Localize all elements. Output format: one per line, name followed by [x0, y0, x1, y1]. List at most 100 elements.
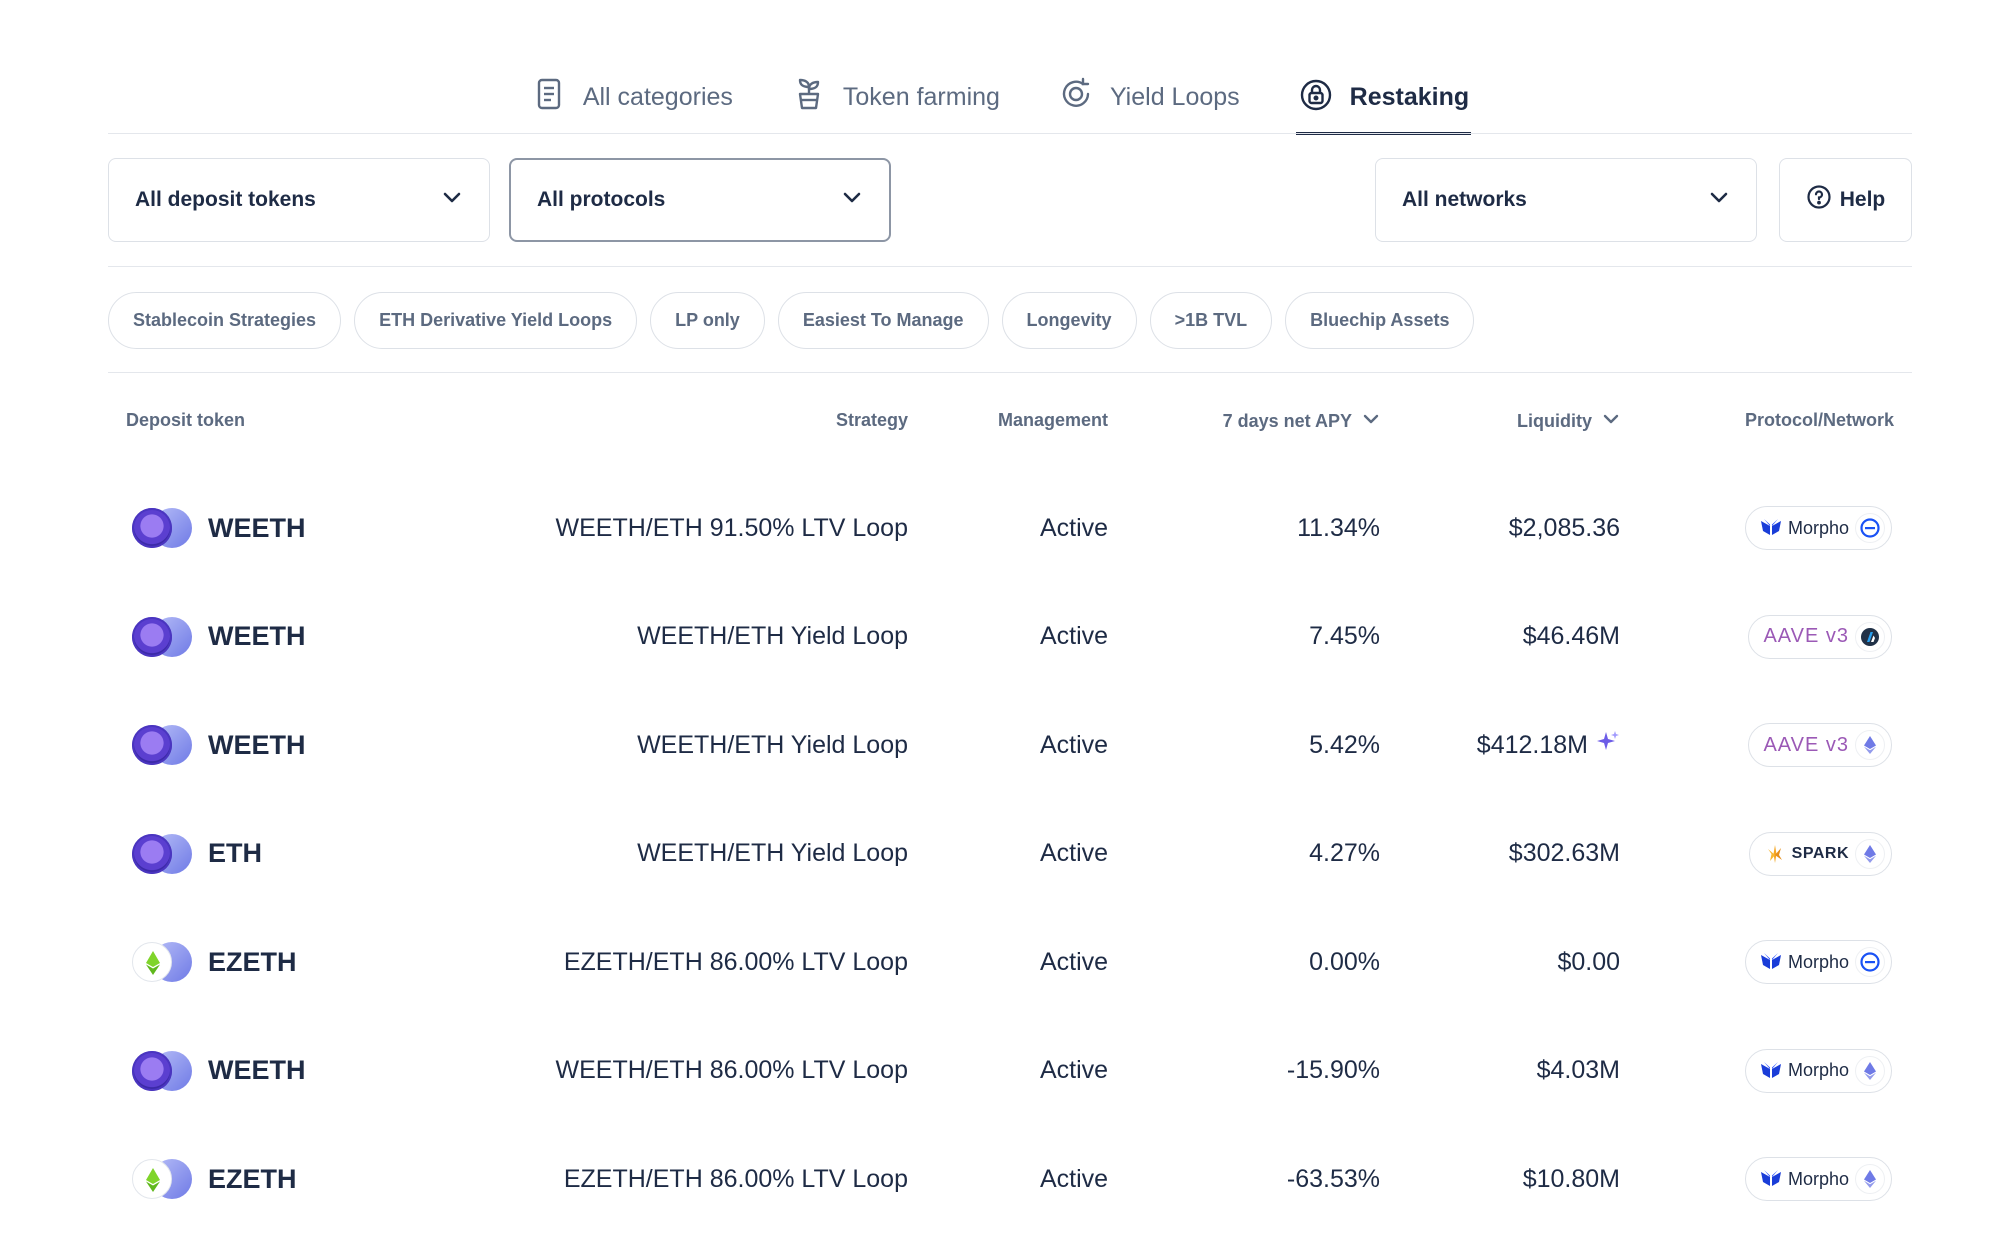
liquidity-value: $0.00 [1557, 908, 1620, 1016]
tab-label: Yield Loops [1109, 82, 1240, 111]
table-row[interactable]: WEETH WEETH/ETH Yield Loop Active 5.42% … [108, 691, 1912, 799]
filters-divider [108, 266, 1912, 267]
document-list-icon [531, 76, 567, 119]
select-value: All protocols [537, 188, 666, 211]
col-liquidity-sort[interactable]: Liquidity [1517, 410, 1620, 433]
table-row[interactable]: EZETH EZETH/ETH 86.00% LTV Loop Active 0… [108, 908, 1912, 1016]
table-row[interactable]: WEETH WEETH/ETH Yield Loop Active 7.45% … [108, 583, 1912, 691]
deposit-token-name: EZETH [208, 946, 297, 977]
protocol-name: AAVE v3 [1763, 733, 1849, 756]
liquidity-value: $412.18M [1477, 691, 1620, 799]
liquidity-amount: $0.00 [1557, 947, 1620, 976]
management-status: Active [1040, 1056, 1109, 1084]
help-label: Help [1839, 188, 1886, 211]
strategy-name: EZETH/ETH 86.00% LTV Loop [563, 947, 908, 976]
chevron-down-icon [441, 186, 463, 214]
spark-logo-icon [1764, 843, 1786, 865]
protocol-name: Morpho [1787, 1168, 1849, 1189]
morpho-logo-icon [1760, 517, 1782, 539]
protocol-name: AAVE v3 [1763, 625, 1849, 647]
liquidity-amount: $10.80M [1522, 1164, 1620, 1193]
apy-value: 7.45% [1309, 622, 1380, 650]
chip-lp-only[interactable]: LP only [650, 292, 765, 349]
sparkle-icon [1596, 730, 1620, 761]
token-pair-icons [132, 833, 192, 874]
token-pair-icons [132, 1159, 192, 1199]
management-status: Active [1040, 947, 1109, 976]
protocols-select[interactable]: All protocols [509, 158, 891, 242]
select-value: All deposit tokens [135, 188, 316, 211]
table-row[interactable]: ETH WEETH/ETH Yield Loop Active 4.27% $3… [108, 800, 1912, 908]
ezeth-token-icon [132, 1159, 172, 1199]
weeth-token-icon [132, 833, 172, 874]
tab-yield-loops[interactable]: Yield Loops [1056, 60, 1242, 134]
protocol-name: Morpho [1787, 517, 1849, 538]
category-tabs: All categories Token farming Yield Loops… [0, 60, 2000, 135]
tab-restaking[interactable]: Restaking [1295, 60, 1472, 135]
deposit-token-name: WEETH [208, 621, 306, 651]
question-circle-icon [1806, 184, 1832, 216]
col-management: Management [997, 410, 1108, 430]
chips-divider [108, 372, 1912, 373]
management-status: Active [1040, 730, 1109, 759]
protocol-network-badge[interactable]: Morpho [1744, 940, 1892, 984]
table-row[interactable]: EZETH EZETH/ETH 86.00% LTV Loop Active -… [108, 1125, 1912, 1233]
ethereum-network-icon [1855, 730, 1885, 760]
weeth-token-icon [132, 508, 172, 548]
table-row[interactable]: WEETH WEETH/ETH 86.00% LTV Loop Active -… [108, 1017, 1912, 1125]
morpho-logo-icon [1760, 1060, 1782, 1082]
chip-eth-derivative-yield-loops[interactable]: ETH Derivative Yield Loops [354, 292, 638, 349]
token-pair-icons [132, 616, 192, 657]
table-header: Deposit token Strategy Management 7 days… [108, 410, 1912, 440]
protocol-network-badge[interactable]: AAVE v3 [1748, 723, 1892, 767]
morpho-logo-icon [1760, 1168, 1782, 1190]
deposit-tokens-select[interactable]: All deposit tokens [108, 158, 490, 242]
ethereum-network-icon [1855, 1055, 1885, 1086]
protocol-network-badge[interactable]: SPARK [1748, 831, 1892, 876]
lock-circle-icon [1298, 76, 1334, 119]
base-network-icon [1855, 947, 1885, 977]
col-deposit-token: Deposit token [126, 410, 246, 430]
tab-all-categories[interactable]: All categories [529, 60, 735, 134]
protocol-name: Morpho [1787, 1060, 1849, 1080]
deposit-token-name: WEETH [208, 729, 306, 760]
liquidity-amount: $4.03M [1536, 1056, 1620, 1084]
table-row[interactable]: WEETH WEETH/ETH 91.50% LTV Loop Active 1… [108, 474, 1912, 582]
apy-value: 0.00% [1309, 947, 1380, 976]
col-apy-sort[interactable]: 7 days net APY [1223, 410, 1380, 433]
deposit-token-name: EZETH [208, 1163, 297, 1194]
apy-value: -15.90% [1286, 1056, 1380, 1084]
chip-1b-tvl[interactable]: >1B TVL [1149, 292, 1273, 349]
strategy-name: WEETH/ETH Yield Loop [637, 839, 908, 867]
protocol-network-badge[interactable]: Morpho [1744, 506, 1892, 550]
strategy-name: WEETH/ETH Yield Loop [637, 730, 908, 759]
tabs-divider [108, 133, 1912, 134]
ethereum-network-icon [1855, 838, 1885, 869]
chip-stablecoin-strategies[interactable]: Stablecoin Strategies [108, 292, 342, 349]
networks-select[interactable]: All networks [1375, 158, 1757, 242]
apy-value: 11.34% [1297, 513, 1380, 542]
chip-bluechip-assets[interactable]: Bluechip Assets [1285, 292, 1475, 349]
strategy-name: EZETH/ETH 86.00% LTV Loop [563, 1164, 908, 1193]
tab-token-farming[interactable]: Token farming [789, 60, 1002, 134]
protocol-network-badge[interactable]: AAVE v3 [1748, 614, 1892, 659]
chip-easiest-to-manage[interactable]: Easiest To Manage [777, 292, 989, 349]
help-button[interactable]: Help [1779, 158, 1912, 242]
apy-value: 4.27% [1309, 839, 1380, 867]
chip-longevity[interactable]: Longevity [1001, 292, 1137, 349]
liquidity-amount: $2,085.36 [1508, 513, 1620, 542]
chevron-down-icon [1708, 186, 1730, 214]
quick-filter-chips: Stablecoin Strategies ETH Derivative Yie… [108, 292, 1475, 349]
sprout-plant-icon [791, 76, 827, 119]
col-strategy: Strategy [835, 410, 908, 430]
token-pair-icons [132, 1050, 192, 1091]
token-pair-icons [132, 942, 192, 982]
chevron-down-icon [1602, 410, 1620, 433]
morpho-logo-icon [1760, 951, 1782, 973]
protocol-network-badge[interactable]: Morpho [1744, 1048, 1892, 1093]
deposit-token-name: WEETH [208, 1055, 306, 1085]
protocol-name: SPARK [1791, 844, 1849, 862]
management-status: Active [1040, 513, 1109, 542]
protocol-network-badge[interactable]: Morpho [1744, 1157, 1892, 1201]
